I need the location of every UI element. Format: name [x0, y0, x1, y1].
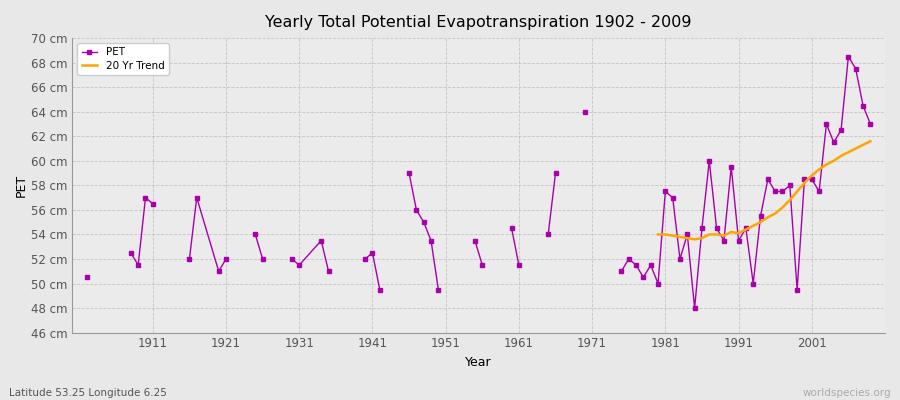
20 Yr Trend: [865, 139, 876, 144]
Line: 20 Yr Trend: 20 Yr Trend: [658, 141, 870, 239]
20 Yr Trend: [718, 233, 729, 238]
20 Yr Trend: [792, 189, 803, 194]
20 Yr Trend: [725, 230, 736, 234]
20 Yr Trend: [777, 205, 788, 210]
PET: [192, 195, 202, 200]
20 Yr Trend: [770, 211, 780, 216]
PET: [865, 122, 876, 126]
20 Yr Trend: [667, 233, 678, 238]
PET: [675, 256, 686, 261]
20 Yr Trend: [828, 158, 839, 163]
20 Yr Trend: [697, 236, 707, 240]
20 Yr Trend: [748, 224, 759, 228]
20 Yr Trend: [704, 232, 715, 237]
PET: [762, 177, 773, 182]
PET: [82, 275, 93, 280]
20 Yr Trend: [762, 215, 773, 220]
Text: Latitude 53.25 Longitude 6.25: Latitude 53.25 Longitude 6.25: [9, 388, 166, 398]
20 Yr Trend: [821, 162, 832, 167]
Y-axis label: PET: PET: [15, 174, 28, 197]
X-axis label: Year: Year: [465, 356, 492, 369]
Legend: PET, 20 Yr Trend: PET, 20 Yr Trend: [77, 43, 168, 75]
20 Yr Trend: [836, 154, 847, 158]
Text: worldspecies.org: worldspecies.org: [803, 388, 891, 398]
20 Yr Trend: [843, 150, 854, 155]
20 Yr Trend: [755, 220, 766, 224]
PET: [426, 238, 436, 243]
PET: [689, 306, 700, 310]
20 Yr Trend: [652, 232, 663, 237]
20 Yr Trend: [689, 237, 700, 242]
20 Yr Trend: [799, 180, 810, 185]
Line: PET: PET: [86, 55, 872, 310]
20 Yr Trend: [682, 236, 693, 240]
Title: Yearly Total Potential Evapotranspiration 1902 - 2009: Yearly Total Potential Evapotranspiratio…: [266, 15, 692, 30]
20 Yr Trend: [850, 146, 861, 151]
20 Yr Trend: [785, 198, 796, 202]
20 Yr Trend: [660, 232, 670, 237]
20 Yr Trend: [711, 232, 722, 237]
20 Yr Trend: [741, 227, 751, 232]
20 Yr Trend: [675, 234, 686, 239]
20 Yr Trend: [734, 231, 744, 236]
20 Yr Trend: [858, 142, 868, 147]
20 Yr Trend: [814, 167, 824, 172]
20 Yr Trend: [806, 173, 817, 178]
